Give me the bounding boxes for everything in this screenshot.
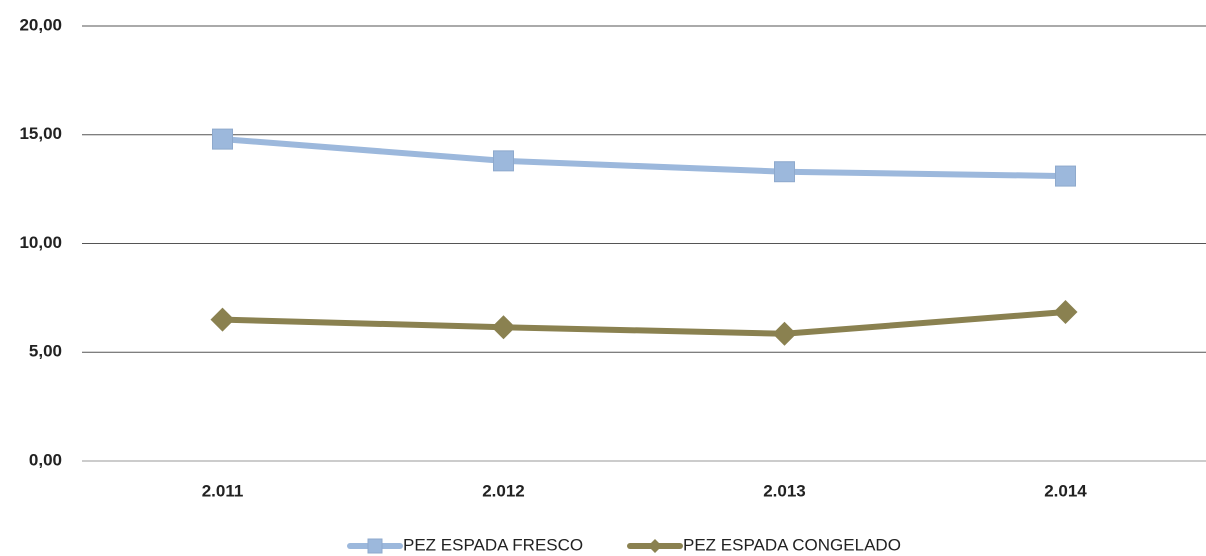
y-tick-label: 5,00 (29, 342, 62, 361)
legend-label: PEZ ESPADA CONGELADO (683, 535, 901, 554)
y-tick-label: 20,00 (19, 15, 62, 34)
series-line (222, 136, 1066, 180)
legend-marker (648, 539, 662, 553)
marker (772, 321, 797, 346)
marker (774, 161, 795, 183)
x-tick-label: 2.011 (202, 481, 244, 500)
x-tick-label: 2.013 (763, 481, 806, 500)
marker (210, 307, 235, 332)
legend-label: PEZ ESPADA FRESCO (403, 535, 583, 554)
y-tick-label: 0,00 (29, 450, 62, 469)
x-tick-label: 2.012 (482, 481, 525, 500)
marker (1053, 300, 1078, 325)
marker (493, 150, 514, 172)
marker (212, 128, 233, 150)
y-tick-label: 15,00 (19, 124, 62, 143)
y-tick-label: 10,00 (19, 233, 62, 252)
marker (1055, 165, 1076, 187)
series-line (222, 309, 1066, 337)
x-tick-label: 2.014 (1044, 481, 1087, 500)
legend-marker (367, 538, 383, 554)
marker (491, 315, 516, 340)
